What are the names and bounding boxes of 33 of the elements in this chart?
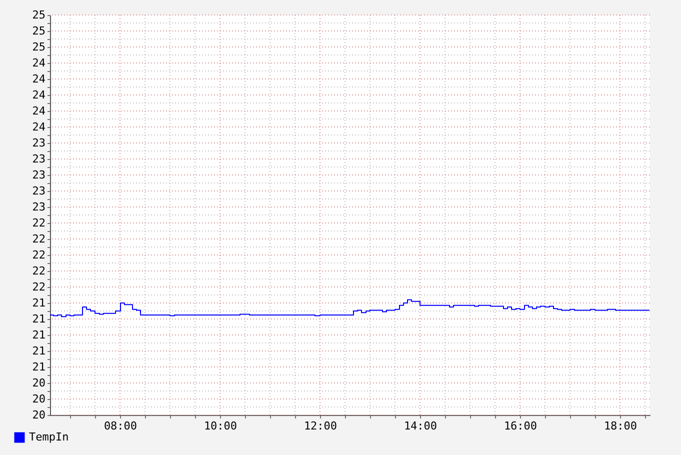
- y-tick-label: 20: [32, 408, 46, 422]
- y-tick-label: 23: [32, 136, 46, 150]
- y-tick-label: 24: [32, 120, 46, 134]
- x-tick-label: 14:00: [404, 420, 438, 432]
- y-tick-label: 20: [32, 376, 46, 390]
- y-tick-label: 23: [32, 184, 46, 198]
- y-tick-label: 24: [32, 104, 46, 118]
- legend-label: TempIn: [29, 430, 69, 444]
- y-tick-label: 21: [32, 312, 46, 326]
- y-tick-label: 20: [32, 392, 46, 406]
- y-tick-label: 25: [32, 24, 46, 38]
- y-tick-label: 21: [32, 296, 46, 310]
- y-tick-label: 22: [32, 216, 46, 230]
- y-tick-label: 25: [32, 8, 46, 22]
- x-tick-label: 16:00: [504, 420, 538, 432]
- y-tick-label: 21: [32, 344, 46, 358]
- x-tick-label: 10:00: [204, 420, 238, 432]
- x-tick-label: 12:00: [304, 420, 338, 432]
- y-tick-label: 25: [32, 40, 46, 54]
- y-tick-label: 24: [32, 72, 46, 86]
- y-tick-label: 21: [32, 328, 46, 342]
- x-tick-label: 08:00: [104, 420, 138, 432]
- y-tick-label: 23: [32, 168, 46, 182]
- y-tick-label: 22: [32, 232, 46, 246]
- y-tick-label: 22: [32, 280, 46, 294]
- y-tick-label: 22: [32, 264, 46, 278]
- y-tick-label: 24: [32, 56, 46, 70]
- y-tick-label: 23: [32, 152, 46, 166]
- x-tick-label: 18:00: [604, 420, 638, 432]
- y-tick-label: 22: [32, 248, 46, 262]
- y-tick-label: 21: [32, 360, 46, 374]
- y-tick-label: 24: [32, 88, 46, 102]
- y-tick-label: 23: [32, 200, 46, 214]
